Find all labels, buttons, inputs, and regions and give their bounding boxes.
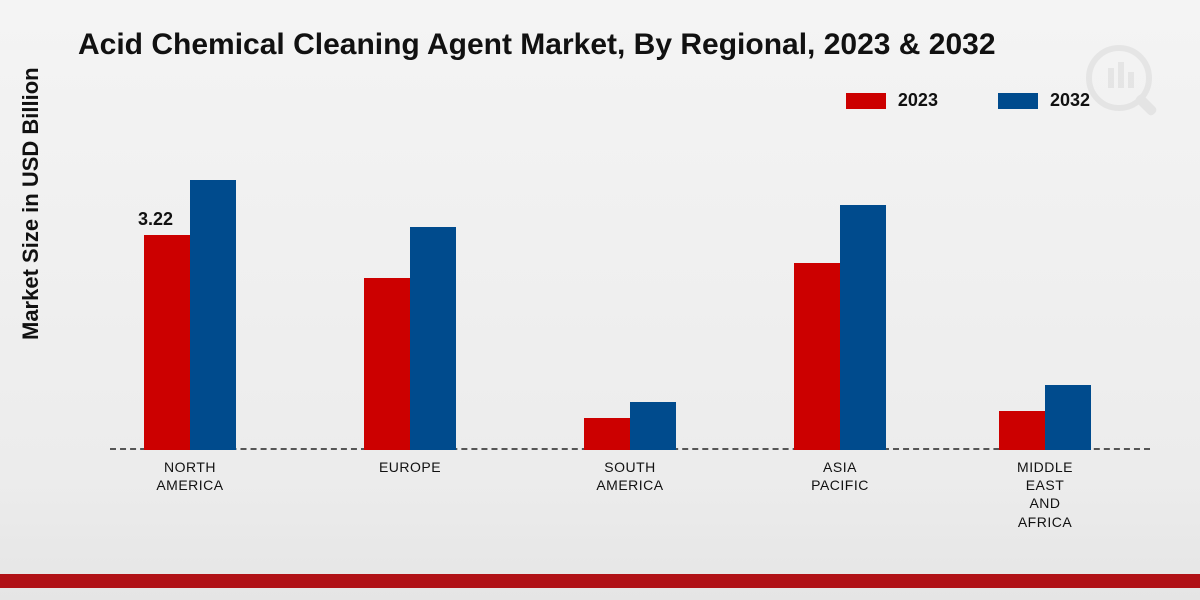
- x-axis-label: SOUTH AMERICA: [570, 458, 690, 494]
- legend-item-2023: 2023: [846, 90, 938, 111]
- bar: [1045, 385, 1091, 450]
- bar: [190, 180, 236, 450]
- bar-group: [794, 205, 886, 450]
- plot-area: 3.22: [110, 150, 1150, 450]
- bar-group: [364, 227, 456, 450]
- bar: [794, 263, 840, 450]
- x-axis-label: EUROPE: [350, 458, 470, 476]
- bar: [840, 205, 886, 450]
- bar-group: [584, 402, 676, 450]
- bar: [999, 411, 1045, 450]
- bar-data-label: 3.22: [138, 209, 173, 230]
- legend: 2023 2032: [846, 90, 1090, 111]
- legend-label-2032: 2032: [1050, 90, 1090, 111]
- legend-swatch-2032: [998, 93, 1038, 109]
- x-axis-label: MIDDLE EAST AND AFRICA: [985, 458, 1105, 531]
- bar: [144, 235, 190, 450]
- x-axis-labels: NORTH AMERICA EUROPE SOUTH AMERICA ASIA PAC…: [110, 458, 1150, 548]
- legend-item-2032: 2032: [998, 90, 1090, 111]
- bar: [364, 278, 410, 450]
- y-axis-label: Market Size in USD Billion: [18, 67, 44, 340]
- bar: [410, 227, 456, 450]
- watermark-logo: [1074, 40, 1164, 135]
- footer-accent-bar: [0, 574, 1200, 588]
- chart-page: Acid Chemical Cleaning Agent Market, By …: [0, 0, 1200, 600]
- x-axis-label: NORTH AMERICA: [130, 458, 250, 494]
- legend-label-2023: 2023: [898, 90, 938, 111]
- legend-swatch-2023: [846, 93, 886, 109]
- bar-group: [999, 385, 1091, 450]
- chart-title: Acid Chemical Cleaning Agent Market, By …: [78, 28, 996, 62]
- x-axis-label: ASIA PACIFIC: [780, 458, 900, 494]
- bar: [584, 418, 630, 450]
- bar: [630, 402, 676, 450]
